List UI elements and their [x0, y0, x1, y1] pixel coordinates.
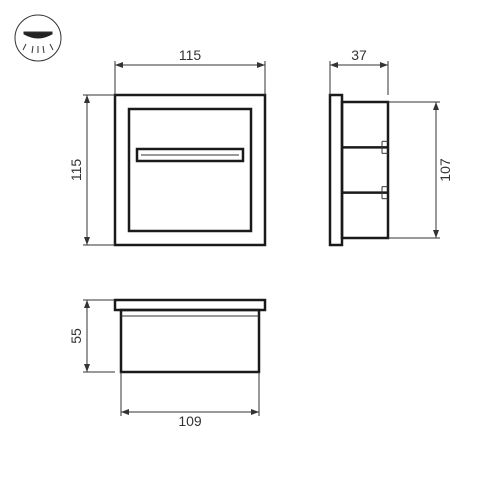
dim-label: 107: [437, 158, 453, 182]
bottom-view: [115, 300, 265, 372]
dim-label: 55: [68, 328, 84, 344]
dim-label: 37: [351, 47, 367, 63]
dim-label: 109: [178, 413, 202, 429]
front-view: [115, 95, 265, 245]
side-view: [330, 95, 388, 245]
dim-label: 115: [68, 159, 84, 182]
downlight-icon: [15, 15, 61, 61]
dim-label: 115: [179, 47, 202, 63]
